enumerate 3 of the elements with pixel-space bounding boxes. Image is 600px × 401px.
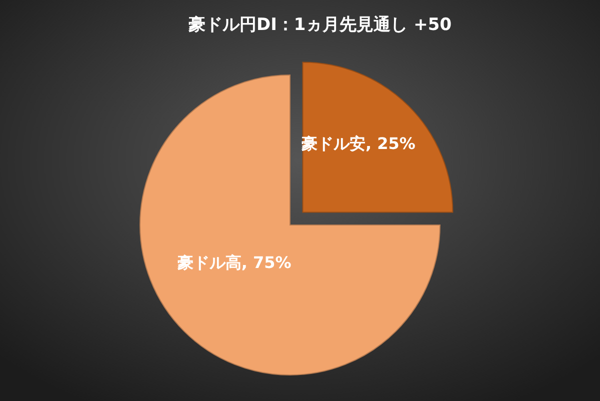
slice-label: 豪ドル安, 25%: [300, 134, 416, 154]
chart-title: 豪ドル円DI：1ヵ月先見通し +50: [187, 15, 452, 35]
slice-label: 豪ドル高, 75%: [176, 253, 292, 272]
